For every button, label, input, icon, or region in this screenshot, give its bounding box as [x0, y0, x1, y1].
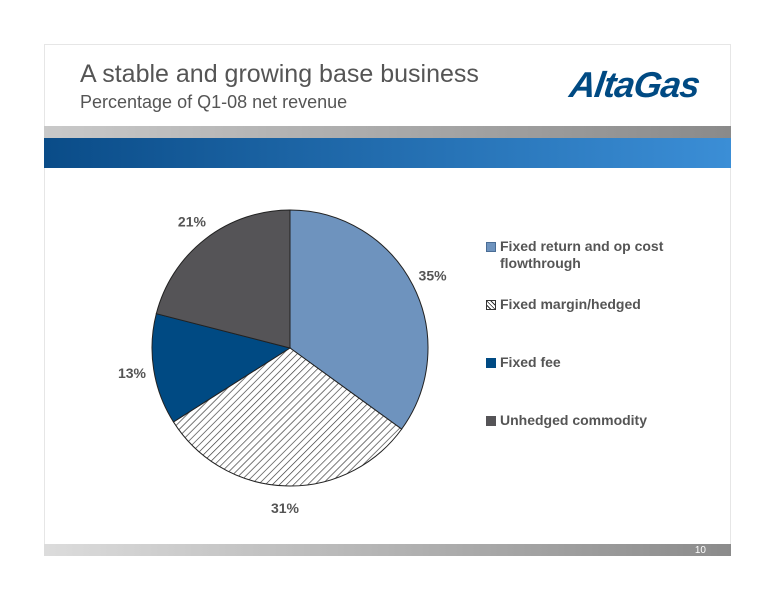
legend-swatch-unhedged	[486, 416, 496, 426]
legend-item-unhedged: Unhedged commodity	[486, 412, 680, 429]
header-grey-band	[44, 126, 731, 138]
legend-label: Fixed margin/hedged	[500, 296, 641, 312]
legend-item-fixed-margin: Fixed margin/hedged	[486, 296, 680, 313]
legend-label: Unhedged commodity	[500, 412, 648, 428]
slide-subtitle: Percentage of Q1-08 net revenue	[80, 92, 348, 112]
pie-slice-fixed-return	[289, 209, 429, 430]
pie-slice-unhedged	[155, 209, 291, 349]
header-blue-band	[44, 138, 731, 168]
pie-data-label: 35%	[419, 267, 448, 283]
footer-band	[44, 544, 731, 556]
legend-item-fixed-return: Fixed return and op cost flowthrough	[486, 238, 680, 272]
legend-swatch-fixed-fee	[486, 358, 496, 368]
pie-data-label: 31%	[271, 500, 300, 516]
slide-title: A stable and growing base business	[80, 60, 479, 88]
legend-item-fixed-fee: Fixed fee	[486, 354, 680, 371]
legend-label: Fixed return and op cost flowthrough	[500, 238, 664, 271]
legend-label: Fixed fee	[500, 354, 561, 370]
pie-data-label: 21%	[178, 214, 207, 230]
legend-swatch-fixed-margin	[486, 300, 496, 310]
pie-slice-fixed-margin	[172, 347, 403, 487]
page-number: 10	[694, 545, 706, 556]
legend-swatch-fixed-return	[486, 242, 496, 252]
pie-slice-fixed-fee	[151, 313, 292, 423]
pie-data-label: 13%	[118, 365, 147, 381]
